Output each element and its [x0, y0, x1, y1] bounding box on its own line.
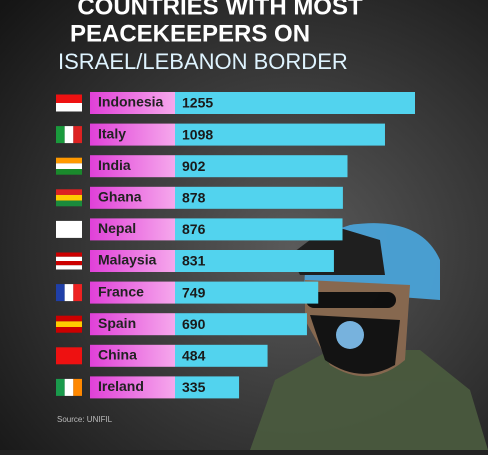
flag: [56, 94, 82, 103]
flag: [56, 327, 82, 333]
bar: [175, 281, 319, 304]
flag: [56, 157, 82, 164]
category-label: Italy: [98, 125, 126, 141]
bar: [175, 186, 343, 209]
category-label: China: [98, 347, 137, 363]
value-label: 484: [182, 348, 206, 364]
flag: [56, 321, 82, 328]
category-label: Indonesia: [98, 94, 164, 110]
value-label: 902: [182, 158, 206, 174]
subtitle: ISRAEL/LEBANON BORDER: [58, 49, 348, 74]
category-box: [90, 344, 175, 367]
flag: [56, 347, 82, 365]
category-box: [90, 250, 175, 272]
title-line: PEACEKEEPERS ON: [70, 20, 310, 47]
flag: [56, 103, 82, 112]
bar: [175, 313, 307, 336]
flag: [56, 163, 82, 170]
flag: [56, 315, 82, 322]
category-label: India: [98, 157, 131, 173]
flag: [56, 378, 65, 396]
category-box: [90, 376, 175, 399]
flag: [56, 220, 82, 238]
flag: [56, 169, 82, 175]
flag: [56, 200, 82, 207]
bar: [175, 218, 343, 241]
value-label: 878: [182, 190, 206, 206]
title-line: COUNTRIES WITH MOST: [77, 0, 363, 20]
category-box: [90, 155, 175, 178]
category-box: [90, 92, 175, 114]
flag: [56, 126, 65, 144]
value-label: 1098: [182, 126, 213, 142]
value-label: 749: [182, 284, 206, 300]
flag: [56, 284, 65, 302]
bar: [175, 344, 268, 367]
flag: [56, 256, 82, 261]
flag: [64, 378, 74, 396]
category-label: Ireland: [98, 378, 144, 394]
value-label: 335: [182, 379, 206, 395]
category-box: [90, 218, 175, 241]
flag: [56, 261, 82, 266]
flag: [64, 126, 74, 144]
category-label: Nepal: [98, 220, 136, 236]
flag: [56, 189, 82, 195]
flag: [64, 284, 74, 302]
soldier-illustration: [250, 223, 488, 450]
category-box: [90, 281, 175, 304]
category-label: France: [98, 283, 144, 299]
bar: [175, 155, 348, 178]
flag: [73, 284, 82, 302]
flag: [73, 126, 82, 144]
bar: [175, 376, 240, 399]
flag: [56, 252, 82, 257]
flag: [56, 194, 82, 201]
bar: [175, 92, 415, 114]
bar: [175, 123, 385, 146]
category-label: Ghana: [98, 189, 142, 205]
value-label: 1255: [182, 95, 213, 111]
flag: [73, 378, 82, 396]
category-label: Spain: [98, 315, 136, 331]
category-label: Malaysia: [98, 252, 157, 268]
flag: [56, 265, 82, 270]
value-label: 876: [182, 221, 206, 237]
value-label: 690: [182, 316, 206, 332]
category-box: [90, 313, 175, 336]
source: Source: UNIFIL: [57, 415, 113, 424]
value-label: 831: [182, 253, 206, 269]
bar: [175, 250, 334, 272]
category-box: [90, 123, 175, 146]
category-box: [90, 186, 175, 209]
